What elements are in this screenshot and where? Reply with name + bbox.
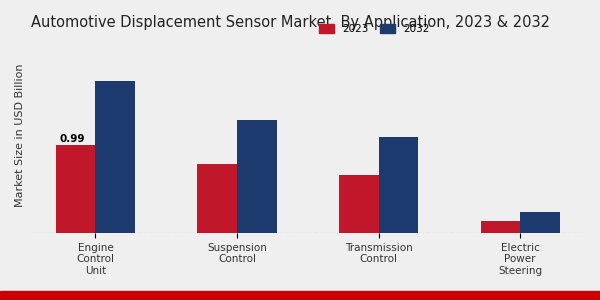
Bar bbox=[339, 176, 379, 233]
Bar bbox=[520, 212, 560, 233]
Text: 0.99: 0.99 bbox=[60, 134, 85, 144]
Bar bbox=[379, 137, 418, 233]
Bar bbox=[95, 81, 135, 233]
Bar bbox=[481, 221, 520, 233]
Bar bbox=[56, 145, 95, 233]
Text: Automotive Displacement Sensor Market, By Application, 2023 & 2032: Automotive Displacement Sensor Market, B… bbox=[31, 15, 550, 30]
Legend: 2023, 2032: 2023, 2032 bbox=[314, 20, 434, 38]
Bar bbox=[237, 120, 277, 233]
Y-axis label: Market Size in USD Billion: Market Size in USD Billion bbox=[15, 64, 25, 207]
Bar bbox=[197, 164, 237, 233]
